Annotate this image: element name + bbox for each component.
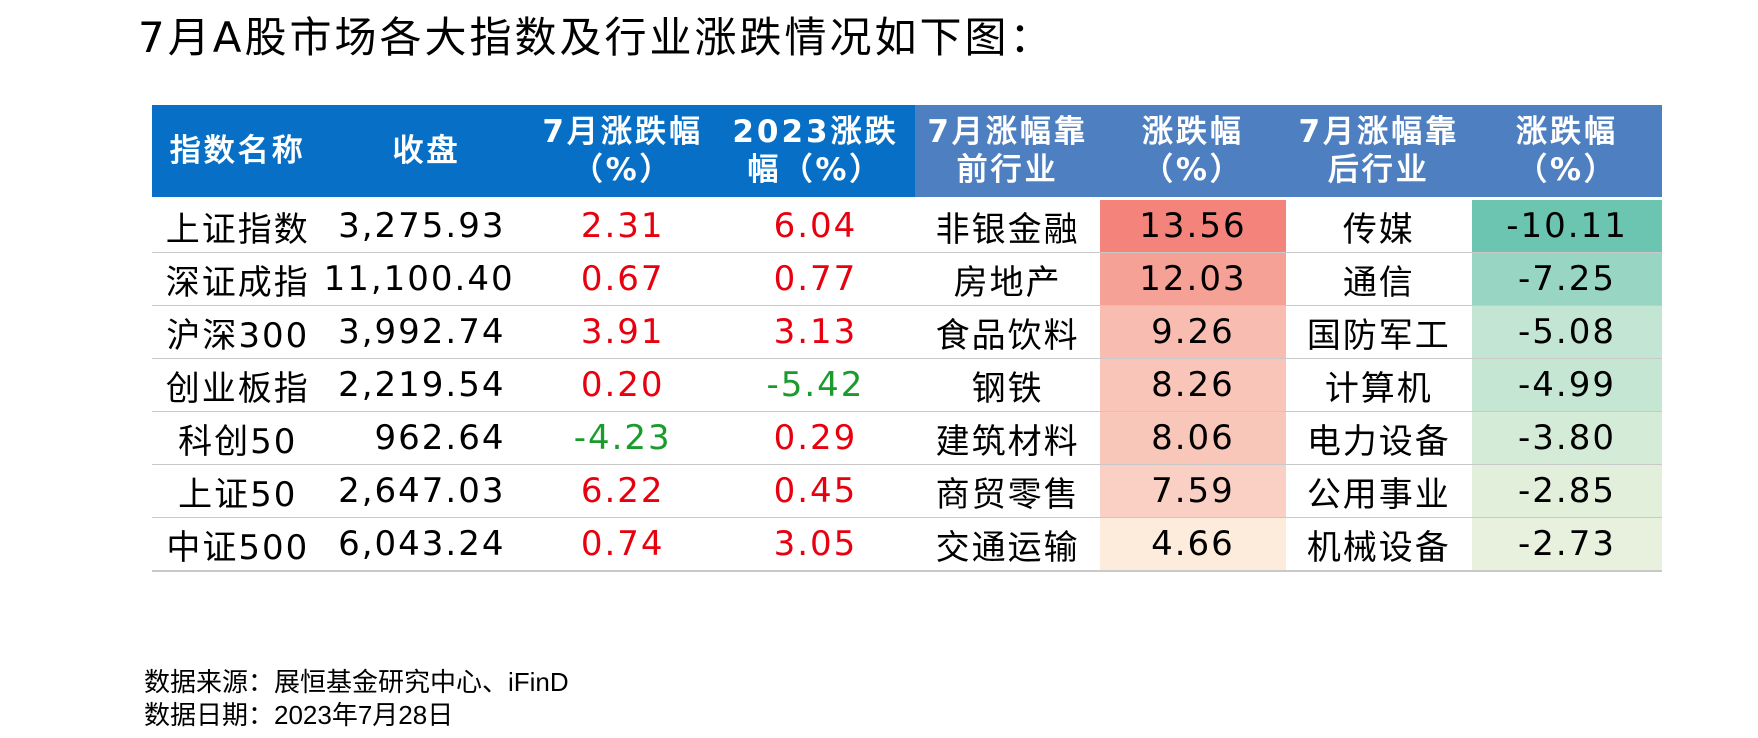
cell-bottom-industry: 机械设备 [1285, 517, 1473, 572]
cell-bottom-industry: 计算机 [1285, 358, 1473, 412]
cell-index-name: 上证指数 [152, 198, 324, 253]
cell-top-industry: 房地产 [914, 252, 1101, 306]
header-top-change: 涨跌幅（%） [1100, 105, 1286, 200]
cell-index-name: 中证500 [152, 517, 324, 572]
table-row: 上证50 2,647.03 6.22 0.45 商贸零售 7.59 公用事业 -… [152, 464, 1662, 518]
cell-bottom-change: -5.08 [1472, 305, 1662, 359]
header-close: 收盘 [323, 105, 530, 200]
cell-bottom-change: -2.73 [1472, 517, 1662, 572]
cell-top-industry: 非银金融 [914, 198, 1101, 253]
cell-bottom-industry: 通信 [1285, 252, 1473, 306]
cell-close: 3,992.74 [323, 305, 530, 359]
table-row: 沪深300 3,992.74 3.91 3.13 食品饮料 9.26 国防军工 … [152, 305, 1662, 359]
cell-top-change: 7.59 [1100, 464, 1286, 518]
cell-bottom-industry: 电力设备 [1285, 411, 1473, 465]
header-bottom-industry: 7月涨幅靠后行业 [1285, 105, 1473, 200]
cell-index-name: 上证50 [152, 464, 324, 518]
cell-top-change: 4.66 [1100, 517, 1286, 572]
cell-ytd-change: 0.45 [715, 464, 915, 518]
cell-index-name: 科创50 [152, 411, 324, 465]
cell-bottom-change: -3.80 [1472, 411, 1662, 465]
cell-top-change: 13.56 [1100, 198, 1286, 253]
cell-bottom-change: -2.85 [1472, 464, 1662, 518]
table-row: 深证成指 11,100.40 0.67 0.77 房地产 12.03 通信 -7… [152, 252, 1662, 306]
header-top-industry: 7月涨幅靠前行业 [914, 105, 1101, 200]
header-july-change: 7月涨跌幅（%） [529, 105, 716, 200]
header-index-name: 指数名称 [152, 105, 324, 200]
cell-top-change: 12.03 [1100, 252, 1286, 306]
cell-ytd-change: -5.42 [715, 358, 915, 412]
cell-july-change: 2.31 [529, 198, 716, 253]
cell-july-change: 0.74 [529, 517, 716, 572]
table-row: 中证500 6,043.24 0.74 3.05 交通运输 4.66 机械设备 … [152, 517, 1662, 572]
cell-bottom-change: -10.11 [1472, 198, 1662, 253]
table-row: 上证指数 3,275.93 2.31 6.04 非银金融 13.56 传媒 -1… [152, 198, 1662, 253]
cell-ytd-change: 6.04 [715, 198, 915, 253]
table-header-row: 指数名称 收盘 7月涨跌幅（%） 2023涨跌幅（%） 7月涨幅靠前行业 涨跌幅… [152, 105, 1662, 200]
market-index-table: 指数名称 收盘 7月涨跌幅（%） 2023涨跌幅（%） 7月涨幅靠前行业 涨跌幅… [152, 105, 1662, 572]
cell-top-industry: 钢铁 [914, 358, 1101, 412]
cell-july-change: 0.67 [529, 252, 716, 306]
cell-top-industry: 建筑材料 [914, 411, 1101, 465]
cell-july-change: 0.20 [529, 358, 716, 412]
page-title: 7月A股市场各大指数及行业涨跌情况如下图： [138, 13, 1055, 62]
cell-close: 11,100.40 [323, 252, 530, 306]
cell-bottom-change: -7.25 [1472, 252, 1662, 306]
cell-july-change: -4.23 [529, 411, 716, 465]
data-date-note: 数据日期：2023年7月28日 [144, 700, 454, 730]
cell-top-change: 8.26 [1100, 358, 1286, 412]
cell-ytd-change: 3.13 [715, 305, 915, 359]
cell-top-industry: 商贸零售 [914, 464, 1101, 518]
cell-index-name: 深证成指 [152, 252, 324, 306]
table-row: 科创50 962.64 -4.23 0.29 建筑材料 8.06 电力设备 -3… [152, 411, 1662, 465]
cell-top-industry: 食品饮料 [914, 305, 1101, 359]
cell-close: 2,219.54 [323, 358, 530, 412]
data-source-note: 数据来源：展恒基金研究中心、iFinD [144, 667, 569, 697]
cell-ytd-change: 3.05 [715, 517, 915, 572]
cell-ytd-change: 0.77 [715, 252, 915, 306]
cell-bottom-industry: 公用事业 [1285, 464, 1473, 518]
header-ytd-change: 2023涨跌幅（%） [715, 105, 915, 200]
cell-close: 962.64 [323, 411, 530, 465]
cell-close: 2,647.03 [323, 464, 530, 518]
cell-bottom-industry: 国防军工 [1285, 305, 1473, 359]
cell-top-change: 8.06 [1100, 411, 1286, 465]
cell-july-change: 3.91 [529, 305, 716, 359]
cell-ytd-change: 0.29 [715, 411, 915, 465]
cell-close: 3,275.93 [323, 198, 530, 253]
cell-top-industry: 交通运输 [914, 517, 1101, 572]
cell-bottom-industry: 传媒 [1285, 198, 1473, 253]
cell-top-change: 9.26 [1100, 305, 1286, 359]
cell-july-change: 6.22 [529, 464, 716, 518]
header-bottom-change: 涨跌幅（%） [1472, 105, 1662, 200]
cell-index-name: 创业板指 [152, 358, 324, 412]
cell-close: 6,043.24 [323, 517, 530, 572]
cell-index-name: 沪深300 [152, 305, 324, 359]
table-row: 创业板指 2,219.54 0.20 -5.42 钢铁 8.26 计算机 -4.… [152, 358, 1662, 412]
cell-bottom-change: -4.99 [1472, 358, 1662, 412]
